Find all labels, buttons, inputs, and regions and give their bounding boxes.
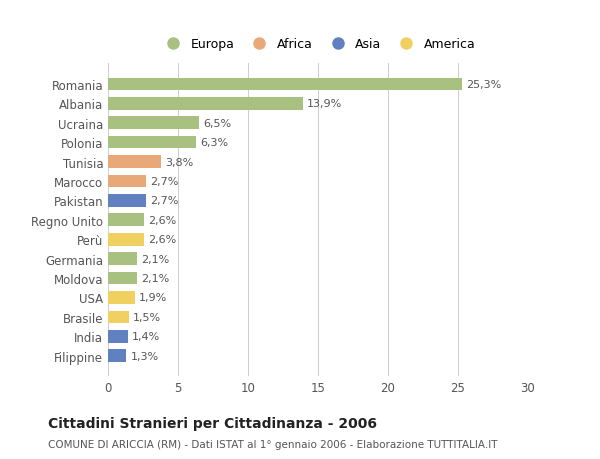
Bar xyxy=(108,136,196,149)
Text: 6,3%: 6,3% xyxy=(200,138,229,148)
Bar xyxy=(108,175,146,188)
Text: 1,3%: 1,3% xyxy=(130,351,158,361)
Text: 1,9%: 1,9% xyxy=(139,293,167,303)
Bar xyxy=(108,195,146,207)
Bar xyxy=(108,291,134,304)
Bar xyxy=(108,350,126,362)
Bar xyxy=(108,214,145,227)
Text: Cittadini Stranieri per Cittadinanza - 2006: Cittadini Stranieri per Cittadinanza - 2… xyxy=(48,416,377,430)
Text: 13,9%: 13,9% xyxy=(307,99,342,109)
Text: 1,4%: 1,4% xyxy=(132,331,160,341)
Text: 2,6%: 2,6% xyxy=(149,215,177,225)
Bar xyxy=(108,311,129,324)
Text: 2,7%: 2,7% xyxy=(150,196,178,206)
Text: 3,8%: 3,8% xyxy=(166,157,194,167)
Text: 2,6%: 2,6% xyxy=(149,235,177,245)
Bar xyxy=(108,253,137,265)
Bar xyxy=(108,117,199,130)
Bar xyxy=(108,78,462,91)
Text: 1,5%: 1,5% xyxy=(133,312,161,322)
Bar xyxy=(108,98,302,111)
Text: 6,5%: 6,5% xyxy=(203,118,232,129)
Text: 25,3%: 25,3% xyxy=(466,80,502,90)
Text: 2,1%: 2,1% xyxy=(142,274,170,283)
Legend: Europa, Africa, Asia, America: Europa, Africa, Asia, America xyxy=(155,33,481,56)
Text: 2,1%: 2,1% xyxy=(142,254,170,264)
Text: 2,7%: 2,7% xyxy=(150,177,178,186)
Bar xyxy=(108,233,145,246)
Bar xyxy=(108,330,128,343)
Text: COMUNE DI ARICCIA (RM) - Dati ISTAT al 1° gennaio 2006 - Elaborazione TUTTITALIA: COMUNE DI ARICCIA (RM) - Dati ISTAT al 1… xyxy=(48,440,497,449)
Bar xyxy=(108,156,161,168)
Bar xyxy=(108,272,137,285)
